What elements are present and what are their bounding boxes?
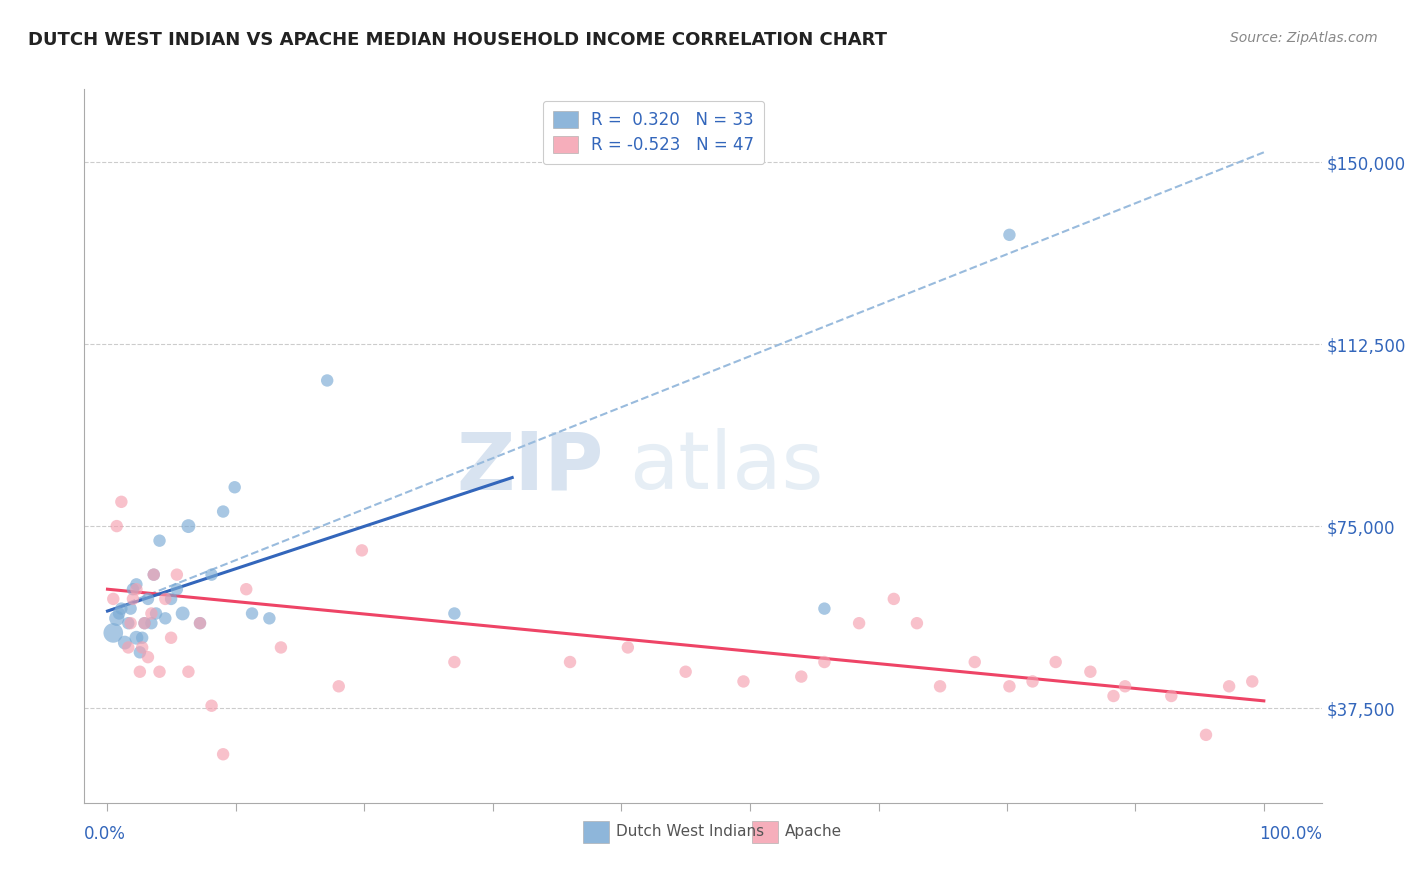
Point — [848, 616, 870, 631]
Point — [200, 698, 222, 713]
Point — [125, 631, 148, 645]
Text: atlas: atlas — [628, 428, 823, 507]
Point — [270, 640, 292, 655]
Point — [813, 601, 835, 615]
Point — [1241, 674, 1264, 689]
Point — [328, 679, 350, 693]
Point — [125, 582, 148, 597]
Point — [128, 645, 150, 659]
Point — [558, 655, 581, 669]
Point — [117, 640, 139, 655]
Text: Dutch West Indians: Dutch West Indians — [616, 824, 763, 839]
Point — [235, 582, 257, 597]
Point — [1160, 689, 1182, 703]
Point — [148, 665, 170, 679]
Point — [122, 591, 145, 606]
Point — [120, 601, 142, 615]
Point — [188, 616, 211, 631]
Point — [105, 611, 128, 625]
Text: 0.0%: 0.0% — [84, 825, 127, 843]
Point — [212, 747, 235, 762]
Point — [188, 616, 211, 631]
Point — [160, 591, 183, 606]
Point — [1114, 679, 1136, 693]
Point — [1195, 728, 1218, 742]
Point — [148, 533, 170, 548]
Point — [141, 616, 163, 631]
Point — [998, 227, 1021, 242]
Point — [1218, 679, 1240, 693]
Point — [136, 650, 159, 665]
Point — [200, 567, 222, 582]
Point — [155, 591, 177, 606]
Point — [963, 655, 986, 669]
Point — [1021, 674, 1043, 689]
Point — [224, 480, 246, 494]
Point — [134, 616, 156, 631]
Point — [813, 655, 835, 669]
Point — [131, 631, 153, 645]
Point — [122, 582, 145, 597]
Text: DUTCH WEST INDIAN VS APACHE MEDIAN HOUSEHOLD INCOME CORRELATION CHART: DUTCH WEST INDIAN VS APACHE MEDIAN HOUSE… — [28, 31, 887, 49]
Point — [212, 504, 235, 518]
Point — [145, 607, 167, 621]
Point — [142, 567, 165, 582]
Point — [350, 543, 373, 558]
Point — [125, 577, 148, 591]
Point — [103, 626, 125, 640]
Point — [120, 616, 142, 631]
Point — [443, 655, 465, 669]
Point — [105, 519, 128, 533]
Point — [998, 679, 1021, 693]
Point — [1045, 655, 1067, 669]
Point — [905, 616, 928, 631]
Point — [259, 611, 281, 625]
Point — [443, 607, 465, 621]
Point — [155, 611, 177, 625]
Text: Apache: Apache — [785, 824, 842, 839]
Point — [110, 495, 132, 509]
Point — [883, 591, 905, 606]
Point — [240, 607, 263, 621]
Point — [790, 670, 813, 684]
Point — [142, 567, 165, 582]
Point — [131, 640, 153, 655]
Point — [177, 519, 200, 533]
Point — [160, 631, 183, 645]
Point — [316, 374, 339, 388]
Text: 100.0%: 100.0% — [1258, 825, 1322, 843]
Point — [166, 582, 188, 597]
Point — [108, 607, 131, 621]
Point — [177, 665, 200, 679]
Point — [136, 591, 159, 606]
Point — [1102, 689, 1125, 703]
Point — [929, 679, 952, 693]
Point — [172, 607, 194, 621]
Point — [103, 591, 125, 606]
Point — [617, 640, 640, 655]
Point — [114, 635, 136, 649]
Point — [675, 665, 697, 679]
Point — [733, 674, 755, 689]
Point — [141, 607, 163, 621]
Legend: R =  0.320   N = 33, R = -0.523   N = 47: R = 0.320 N = 33, R = -0.523 N = 47 — [543, 101, 765, 164]
Point — [117, 616, 139, 631]
Text: Source: ZipAtlas.com: Source: ZipAtlas.com — [1230, 31, 1378, 45]
Point — [166, 567, 188, 582]
Point — [110, 601, 132, 615]
Point — [134, 616, 156, 631]
Point — [128, 665, 150, 679]
Point — [1080, 665, 1102, 679]
Text: ZIP: ZIP — [457, 428, 605, 507]
